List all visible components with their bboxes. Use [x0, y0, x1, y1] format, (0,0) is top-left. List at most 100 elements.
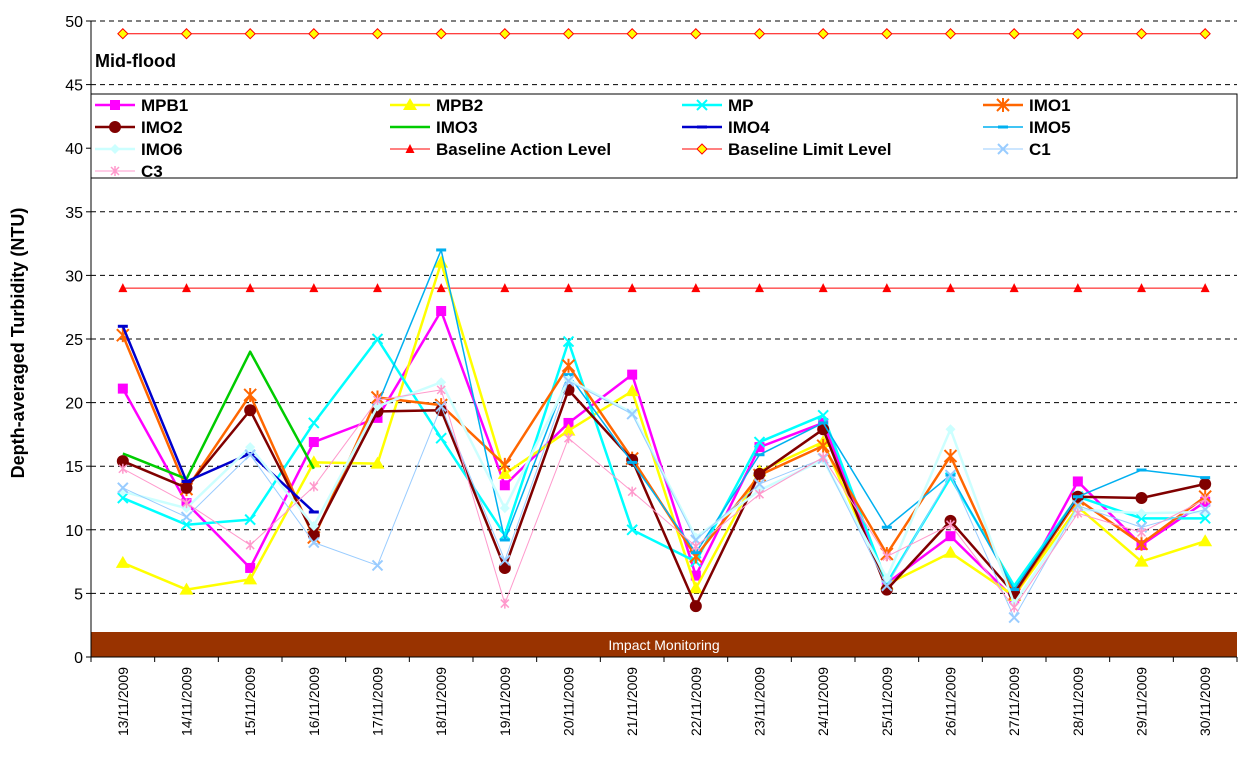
data-point — [116, 455, 129, 468]
x-tick-label: 29/11/2009 — [1134, 667, 1150, 736]
data-point — [1200, 476, 1211, 480]
data-point — [182, 283, 191, 293]
data-point — [1008, 28, 1020, 40]
data-point — [627, 460, 638, 464]
data-point — [563, 433, 574, 444]
data-point — [180, 28, 193, 40]
data-point — [109, 121, 121, 133]
data-point — [627, 369, 638, 380]
data-point — [243, 572, 258, 585]
data-point — [688, 581, 703, 594]
data-point — [882, 551, 892, 562]
legend-label: Baseline Limit Level — [728, 140, 891, 159]
data-point — [754, 453, 765, 457]
data-point — [499, 503, 510, 514]
data-point — [436, 248, 447, 252]
y-tick-label: 45 — [65, 78, 83, 95]
legend-label: C3 — [141, 162, 163, 181]
y-tick-label: 40 — [65, 141, 83, 158]
data-point — [117, 324, 128, 328]
data-point — [753, 478, 766, 490]
data-point — [118, 463, 128, 474]
data-point — [180, 511, 193, 523]
data-point — [754, 489, 765, 500]
data-point — [435, 400, 447, 413]
data-point — [435, 432, 447, 444]
data-point — [497, 466, 512, 479]
data-point — [245, 540, 255, 551]
data-point — [1135, 512, 1148, 525]
series-mpb2 — [115, 255, 1213, 601]
y-tick-label: 15 — [65, 459, 83, 476]
data-point — [1136, 527, 1147, 538]
data-point — [244, 404, 257, 417]
data-point — [117, 383, 128, 394]
data-point — [997, 143, 1009, 155]
data-point — [115, 555, 130, 568]
data-point — [1072, 495, 1083, 499]
data-point — [881, 28, 893, 40]
series-line — [121, 325, 315, 513]
data-point — [1072, 28, 1084, 40]
data-point — [626, 408, 638, 420]
legend-label: IMO3 — [436, 118, 478, 137]
data-point — [372, 395, 383, 406]
y-tick-label: 5 — [74, 586, 83, 603]
legend-label: Baseline Action Level — [436, 140, 611, 159]
series-line — [122, 350, 315, 481]
legend-item: IMO5 — [983, 118, 1071, 137]
data-point — [117, 482, 129, 494]
data-point — [244, 513, 256, 526]
legend-item: Baseline Limit Level — [682, 140, 891, 159]
data-point — [562, 335, 575, 348]
data-point — [753, 28, 766, 40]
axes: 0 5 10 15 20 25 30 35 40 45 50 13/11/2009 14/11/2009… — [65, 14, 1238, 736]
x-tick-label: 22/11/2009 — [688, 667, 704, 736]
data-point — [626, 28, 638, 40]
data-point — [1200, 506, 1211, 517]
series-c3 — [118, 384, 1210, 613]
data-point — [1136, 468, 1147, 472]
data-point — [882, 283, 892, 293]
data-point — [179, 582, 194, 595]
legend-label: IMO4 — [728, 118, 770, 137]
data-point — [1072, 476, 1083, 487]
data-point — [243, 387, 257, 402]
legend-item: IMO2 — [95, 118, 183, 137]
data-point — [818, 421, 829, 425]
data-point — [563, 417, 574, 428]
legend-label: IMO2 — [141, 118, 183, 137]
data-point — [110, 166, 120, 176]
x-tick-label: 28/11/2009 — [1070, 667, 1086, 736]
y-axis-label: Depth-averaged Turbidity (NTU) — [8, 208, 28, 479]
data-point — [564, 283, 573, 293]
data-point — [110, 144, 120, 154]
data-point — [245, 442, 256, 453]
legend-item: MP — [682, 96, 754, 115]
data-point — [1198, 534, 1213, 547]
series-line — [122, 261, 1206, 598]
x-tick-label: 20/11/2009 — [561, 667, 577, 736]
data-point — [691, 541, 701, 552]
data-point — [308, 437, 319, 448]
data-point — [818, 283, 828, 293]
data-point — [436, 377, 447, 388]
data-point — [1073, 508, 1083, 519]
data-point — [753, 436, 766, 448]
data-point — [436, 283, 446, 293]
legend-item: MPB1 — [95, 96, 188, 115]
series-lines — [115, 28, 1213, 624]
data-point — [690, 570, 701, 581]
data-point — [945, 424, 956, 435]
legend-box — [90, 93, 1238, 179]
data-point — [998, 125, 1008, 129]
data-point — [1199, 478, 1212, 491]
data-point — [181, 479, 192, 483]
y-tick-label: 10 — [65, 523, 83, 540]
legend-label: MP — [728, 96, 754, 115]
data-point — [690, 28, 702, 40]
data-point — [1009, 283, 1019, 293]
data-point — [817, 409, 829, 422]
data-point — [1137, 283, 1146, 293]
